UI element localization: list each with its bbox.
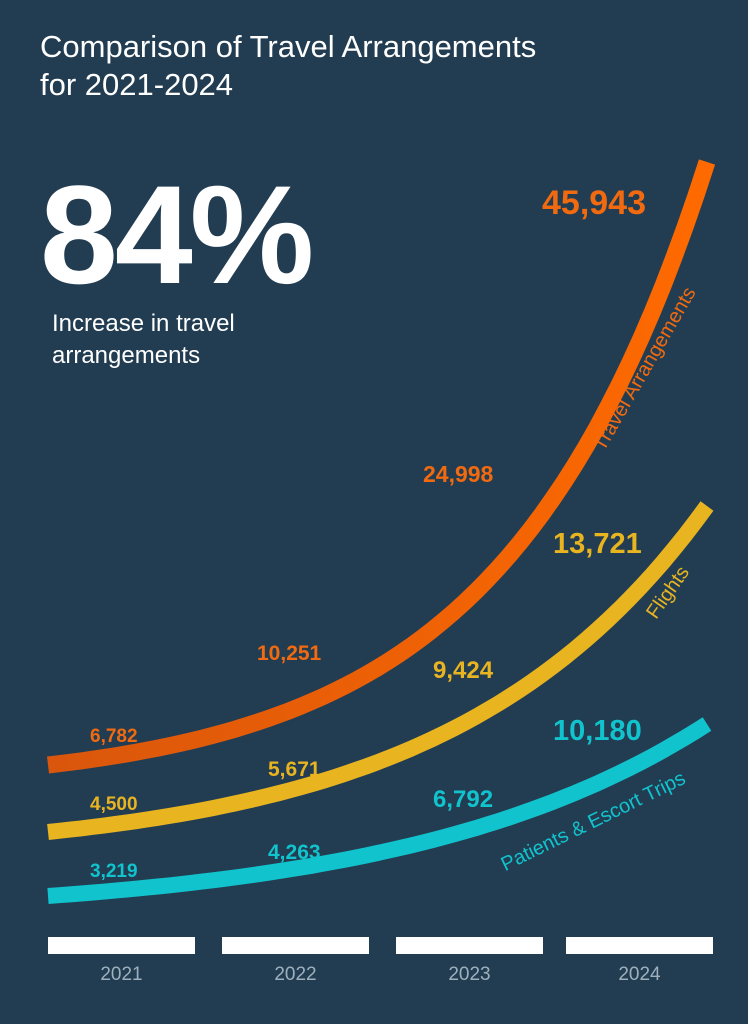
data-label-flights-2021: 4,500 xyxy=(90,794,138,815)
x-tick-label-2022: 2022 xyxy=(274,964,317,985)
data-label-flights-2022: 5,671 xyxy=(268,758,321,781)
data-label-flights-2024: 13,721 xyxy=(553,528,642,560)
year-bar-2023 xyxy=(396,937,543,954)
data-label-patients-and-escort-trips-2023: 6,792 xyxy=(433,786,493,813)
chart-title-line1: Comparison of Travel Arrangements xyxy=(40,29,537,64)
data-label-travel-arrangements-2021: 6,782 xyxy=(90,726,138,747)
data-label-patients-and-escort-trips-2024: 10,180 xyxy=(553,715,642,747)
series-line-patients-and-escort-trips xyxy=(47,717,712,904)
x-tick-label-2023: 2023 xyxy=(448,964,491,985)
x-tick-label-2024: 2024 xyxy=(618,964,661,985)
year-bar-2024 xyxy=(566,937,713,954)
data-label-travel-arrangements-2023: 24,998 xyxy=(423,461,494,487)
chart-title-line2: for 2021-2024 xyxy=(40,67,234,102)
chart-title: Comparison of Travel Arrangements for 20… xyxy=(40,28,700,104)
headline-caption-line1: Increase in travel xyxy=(52,310,235,337)
data-label-travel-arrangements-2024: 45,943 xyxy=(542,184,646,222)
data-labels: 6,782 10,251 24,998 45,943 4,500 5,671 9,424 13… xyxy=(90,184,646,882)
headline-percentage: 84% xyxy=(40,156,314,313)
data-label-flights-2023: 9,424 xyxy=(433,657,494,684)
headline-caption: Increase in travel arrangements xyxy=(52,308,352,372)
data-label-patients-and-escort-trips-2021: 3,219 xyxy=(90,861,138,882)
data-label-patients-and-escort-trips-2022: 4,263 xyxy=(268,841,321,864)
x-tick-label-2021: 2021 xyxy=(100,964,143,985)
headline-caption-line2: arrangements xyxy=(52,342,201,369)
series-curves xyxy=(47,159,716,904)
series-line-travel-arrangements xyxy=(47,159,716,774)
year-bar-2022 xyxy=(222,937,369,954)
year-bar-2021 xyxy=(48,937,195,954)
series-line-flights xyxy=(47,501,714,840)
data-label-travel-arrangements-2022: 10,251 xyxy=(257,642,322,665)
